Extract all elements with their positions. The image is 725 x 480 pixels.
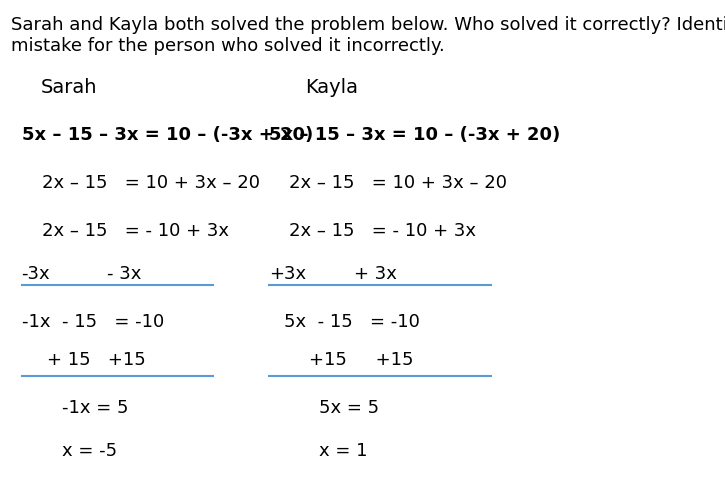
Text: Kayla: Kayla xyxy=(305,78,358,96)
Text: + 3x: + 3x xyxy=(355,264,397,282)
Text: x = -5: x = -5 xyxy=(62,441,117,459)
Text: 5x  - 15   = -10: 5x - 15 = -10 xyxy=(283,312,420,330)
Text: 2x – 15   = 10 + 3x – 20: 2x – 15 = 10 + 3x – 20 xyxy=(289,174,507,192)
Text: 2x – 15   = - 10 + 3x: 2x – 15 = - 10 + 3x xyxy=(289,221,476,240)
Text: 5x – 15 – 3x = 10 – (-3x + 20): 5x – 15 – 3x = 10 – (-3x + 20) xyxy=(269,126,560,144)
Text: +15     +15: +15 +15 xyxy=(309,350,413,368)
Text: Sarah and Kayla both solved the problem below. Who solved it correctly? Identify: Sarah and Kayla both solved the problem … xyxy=(12,16,725,54)
Text: Sarah: Sarah xyxy=(41,78,98,96)
Text: 5x – 15 – 3x = 10 – (-3x + 20): 5x – 15 – 3x = 10 – (-3x + 20) xyxy=(22,126,312,144)
Text: -3x: -3x xyxy=(22,264,50,282)
Text: +3x: +3x xyxy=(269,264,306,282)
Text: - 3x: - 3x xyxy=(107,264,141,282)
Text: -1x  - 15   = -10: -1x - 15 = -10 xyxy=(22,312,164,330)
Text: 5x = 5: 5x = 5 xyxy=(319,398,379,416)
Text: + 15   +15: + 15 +15 xyxy=(47,350,146,368)
Text: 2x – 15   = - 10 + 3x: 2x – 15 = - 10 + 3x xyxy=(42,221,229,240)
Text: 2x – 15   = 10 + 3x – 20: 2x – 15 = 10 + 3x – 20 xyxy=(42,174,260,192)
Text: x = 1: x = 1 xyxy=(319,441,368,459)
Text: -1x = 5: -1x = 5 xyxy=(62,398,128,416)
